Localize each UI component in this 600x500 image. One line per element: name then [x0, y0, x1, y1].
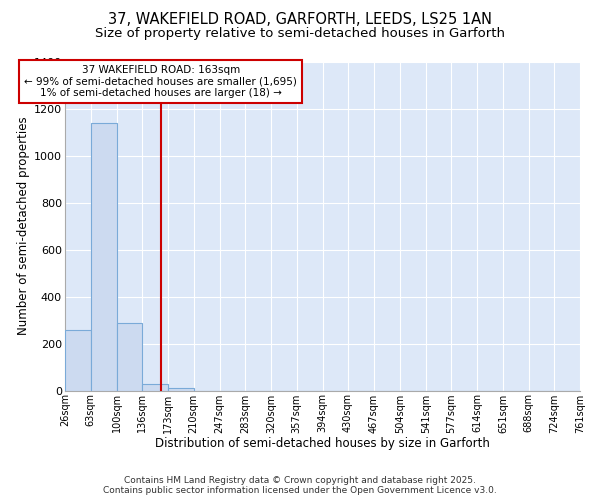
Bar	[65, 330, 91, 390]
Bar	[168, 388, 194, 390]
Text: 37, WAKEFIELD ROAD, GARFORTH, LEEDS, LS25 1AN: 37, WAKEFIELD ROAD, GARFORTH, LEEDS, LS2…	[108, 12, 492, 28]
Y-axis label: Number of semi-detached properties: Number of semi-detached properties	[17, 116, 29, 336]
X-axis label: Distribution of semi-detached houses by size in Garforth: Distribution of semi-detached houses by …	[155, 437, 490, 450]
Text: Contains HM Land Registry data © Crown copyright and database right 2025.
Contai: Contains HM Land Registry data © Crown c…	[103, 476, 497, 495]
Bar	[142, 384, 168, 390]
Bar	[116, 323, 142, 390]
Text: 37 WAKEFIELD ROAD: 163sqm
← 99% of semi-detached houses are smaller (1,695)
1% o: 37 WAKEFIELD ROAD: 163sqm ← 99% of semi-…	[25, 65, 297, 98]
Text: Size of property relative to semi-detached houses in Garforth: Size of property relative to semi-detach…	[95, 28, 505, 40]
Bar	[91, 122, 116, 390]
